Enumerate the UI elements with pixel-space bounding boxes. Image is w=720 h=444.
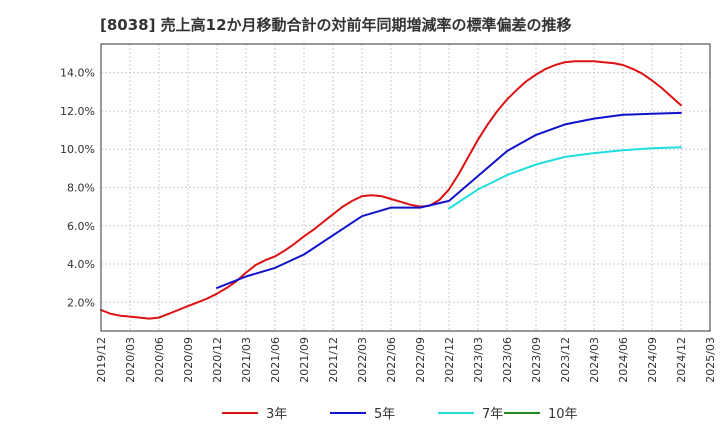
x-tick-label: 2020/06	[153, 337, 166, 383]
x-tick-label: 2021/12	[327, 337, 340, 383]
y-tick-label: 10.0%	[60, 143, 95, 156]
legend-label: 7年	[482, 407, 503, 422]
x-tick-label: 2023/06	[501, 337, 514, 383]
plot-frame	[100, 43, 711, 332]
x-tick-label: 2022/12	[443, 337, 456, 383]
x-tick-label: 2022/03	[356, 337, 369, 383]
x-tick-label: 2023/03	[472, 337, 485, 383]
series-line-1	[216, 111, 682, 289]
y-tick-label: 6.0%	[67, 220, 95, 233]
x-tick-label: 2022/09	[414, 337, 427, 383]
legend-label: 10年	[548, 407, 578, 422]
y-tick-label: 12.0%	[60, 105, 95, 118]
x-tick-label: 2020/03	[124, 337, 137, 383]
x-tick-label: 2022/06	[385, 337, 398, 383]
y-tick-label: 4.0%	[67, 258, 95, 271]
x-tick-label: 2020/09	[182, 337, 195, 383]
chart-title: [8038] 売上高12か月移動合計の対前年同期増減率の標準偏差の推移	[100, 16, 572, 34]
x-tick-label: 2021/03	[240, 337, 253, 383]
x-tick-label: 2025/03	[704, 337, 717, 383]
x-axis-ticks: 2019/12 2020/03 2020/06 2020/09 2020/12 2021/…	[95, 337, 717, 383]
legend-label: 5年	[374, 407, 395, 422]
series-line-0	[100, 60, 682, 320]
y-tick-label: 8.0%	[67, 182, 95, 195]
y-tick-label: 2.0%	[67, 296, 95, 309]
series-lines	[100, 60, 682, 320]
x-tick-label: 2019/12	[95, 337, 108, 383]
x-tick-label: 2024/03	[588, 337, 601, 383]
y-tick-label: 14.0%	[60, 67, 95, 80]
legend-label: 3年	[266, 407, 287, 422]
grid-lines	[100, 44, 711, 331]
x-tick-label: 2021/09	[298, 337, 311, 383]
x-tick-label: 2021/06	[269, 337, 282, 383]
legend: 3年 5年 7年 10年	[222, 407, 578, 422]
x-tick-label: 2024/12	[675, 337, 688, 383]
x-tick-label: 2024/06	[617, 337, 630, 383]
x-tick-label: 2020/12	[211, 337, 224, 383]
x-tick-label: 2024/09	[646, 337, 659, 383]
x-tick-label: 2023/09	[530, 337, 543, 383]
y-axis-ticks: 2.0% 4.0% 6.0% 8.0% 10.0% 12.0% 14.0%	[60, 67, 95, 310]
x-tick-label: 2023/12	[559, 337, 572, 383]
series-line-2	[448, 146, 682, 210]
